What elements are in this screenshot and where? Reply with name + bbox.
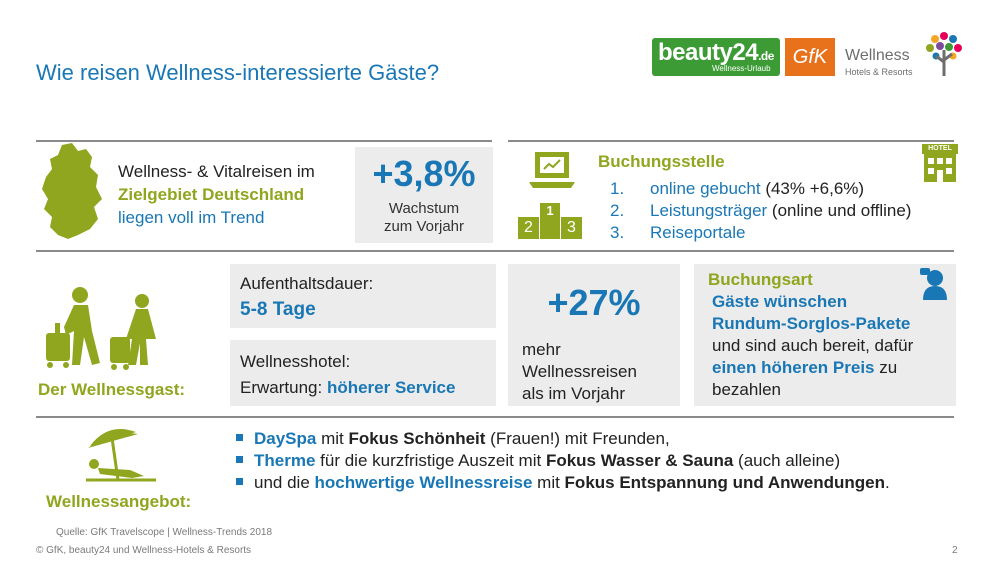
offer-1-d: (Frauen!) mit Freunden,	[485, 429, 670, 448]
copyright: © GfK, beauty24 und Wellness-Hotels & Re…	[36, 545, 252, 556]
divider	[36, 250, 954, 252]
trips-line-2: Wellnessreisen	[522, 362, 637, 381]
divider	[36, 140, 492, 142]
beauty24-logo-text: beauty24	[658, 39, 759, 66]
gfk-logo: GfK	[785, 38, 835, 76]
list-item: 3. Reiseportale	[610, 222, 911, 244]
offer-2-d: (auch alleine)	[733, 451, 841, 470]
higher-price: einen höheren Preis	[712, 358, 875, 377]
beach-umbrella-icon	[86, 429, 156, 482]
guest-label: Der Wellnessgast:	[38, 380, 186, 399]
expectation-prefix: Erwartung:	[240, 378, 327, 397]
trend-line-1: Wellness- & Vitalreisen im	[118, 162, 315, 181]
wellness-logo-main: Wellness	[845, 47, 910, 64]
offer-3-b: hochwertige Wellnessreise	[314, 473, 533, 492]
offer-2-a: Therme	[254, 451, 316, 470]
travelers-icon	[46, 287, 156, 370]
offer-1-b: mit	[316, 429, 349, 448]
trips-box: +27% mehr Wellnessreisen als im Vorjahr	[508, 264, 680, 406]
offer-label: Wellnessangebot:	[46, 492, 192, 511]
list-num: 2.	[610, 201, 625, 220]
divider	[36, 416, 954, 418]
expectation-value: höherer Service	[326, 378, 456, 397]
list-rest: (online und offline)	[767, 201, 912, 220]
booking-type-line-4-rest: zu	[874, 358, 898, 377]
list-item: 1. online gebucht (43% +6,6%)	[610, 178, 911, 200]
source-note: Quelle: GfK Travelscope | Wellness-Trend…	[56, 527, 273, 538]
booking-type-line-1: Gäste wünschen	[712, 292, 848, 311]
wellness-logo-sub: Hotels & Resorts	[845, 67, 913, 77]
booking-type-line-5: bezahlen	[712, 380, 782, 399]
beauty24-logo-suffix: .de	[758, 49, 774, 63]
trips-line-1: mehr	[522, 340, 561, 359]
trend-line-3: liegen voll im Trend	[118, 208, 265, 227]
hotel-expectation-box: Wellnesshotel: Erwartung: höherer Servic…	[230, 340, 496, 406]
booking-type-line-4: einen höheren Preis zu	[712, 356, 897, 379]
offer-1-c: Fokus Schönheit	[348, 429, 486, 448]
stay-box: Aufenthaltsdauer: 5-8 Tage	[230, 264, 496, 328]
list-rest: (43% +6,6%)	[760, 179, 865, 198]
trips-value: +27%	[547, 282, 641, 323]
growth-value: +3,8%	[372, 153, 476, 194]
beauty24-logo-sub: Wellness-Urlaub	[712, 64, 771, 73]
germany-map-icon	[42, 143, 102, 239]
list-item: und die hochwertige Wellnessreise mit Fo…	[236, 472, 890, 494]
list-item: Therme für die kurzfristige Auszeit mit …	[236, 450, 890, 472]
beauty24-logo: beauty24.de Wellness-Urlaub	[652, 38, 780, 76]
list-num: 3.	[610, 223, 625, 242]
booking-type-title: Buchungsart	[708, 270, 813, 289]
offer-3-d: Fokus Entspannung und Anwendungen	[564, 473, 885, 492]
podium-3: 3	[560, 217, 582, 239]
list-text: Reiseportale	[650, 223, 746, 242]
speech-person-icon	[920, 268, 947, 300]
booking-type-line-3: und sind auch bereit, dafür	[712, 336, 914, 355]
offer-3-a: und die	[254, 473, 315, 492]
trips-line-3: als im Vorjahr	[522, 384, 625, 403]
booking-place-list: 1. online gebucht (43% +6,6%) 2. Leistungs…	[610, 178, 911, 244]
stay-value: 5-8 Tage	[240, 299, 316, 320]
growth-label-2: zum Vorjahr	[383, 218, 465, 235]
laptop-icon	[529, 152, 575, 188]
list-text: online gebucht	[650, 179, 761, 198]
stay-label: Aufenthaltsdauer:	[240, 274, 374, 293]
offer-3-e: .	[885, 473, 890, 492]
booking-place-title: Buchungsstelle	[598, 152, 725, 171]
offer-1-a: DaySpa	[254, 429, 317, 448]
page-title: Wie reisen Wellness-interessierte Gäste?	[36, 60, 440, 85]
offer-2-c: Fokus Wasser & Sauna	[545, 451, 734, 470]
list-item: 2. Leistungsträger (online und offline)	[610, 200, 911, 222]
booking-type-line-2: Rundum-Sorglos-Pakete	[712, 314, 911, 333]
trend-line-2: Zielgebiet Deutschland	[118, 185, 305, 204]
offer-2-b: für die kurzfristige Auszeit mit	[315, 451, 546, 470]
podium-icon: 1 2 3	[518, 203, 582, 239]
list-item: DaySpa mit Fokus Schönheit (Frauen!) mit…	[236, 428, 890, 450]
list-num: 1.	[610, 179, 625, 198]
page-number: 2	[952, 545, 958, 556]
expectation-line: Erwartung: höherer Service	[240, 376, 455, 399]
list-text: Leistungsträger	[650, 201, 768, 220]
wellness-hotels-logo: Wellness Hotels & Resorts	[845, 48, 913, 80]
divider	[508, 140, 954, 142]
tree-logo-icon	[926, 32, 962, 76]
hotel-label: Wellnesshotel:	[240, 352, 351, 371]
hotel-icon: HOTEL	[922, 144, 958, 182]
podium-2: 2	[518, 217, 540, 239]
offer-3-c: mit	[532, 473, 565, 492]
growth-box: +3,8% Wachstum zum Vorjahr	[355, 147, 493, 243]
offer-list: DaySpa mit Fokus Schönheit (Frauen!) mit…	[236, 428, 890, 494]
growth-label-1: Wachstum	[388, 200, 460, 217]
hotel-sign: HOTEL	[922, 144, 958, 154]
podium-1: 1	[540, 203, 560, 239]
booking-type-box: Buchungsart Gäste wünschen Rundum-Sorglo…	[694, 264, 956, 406]
